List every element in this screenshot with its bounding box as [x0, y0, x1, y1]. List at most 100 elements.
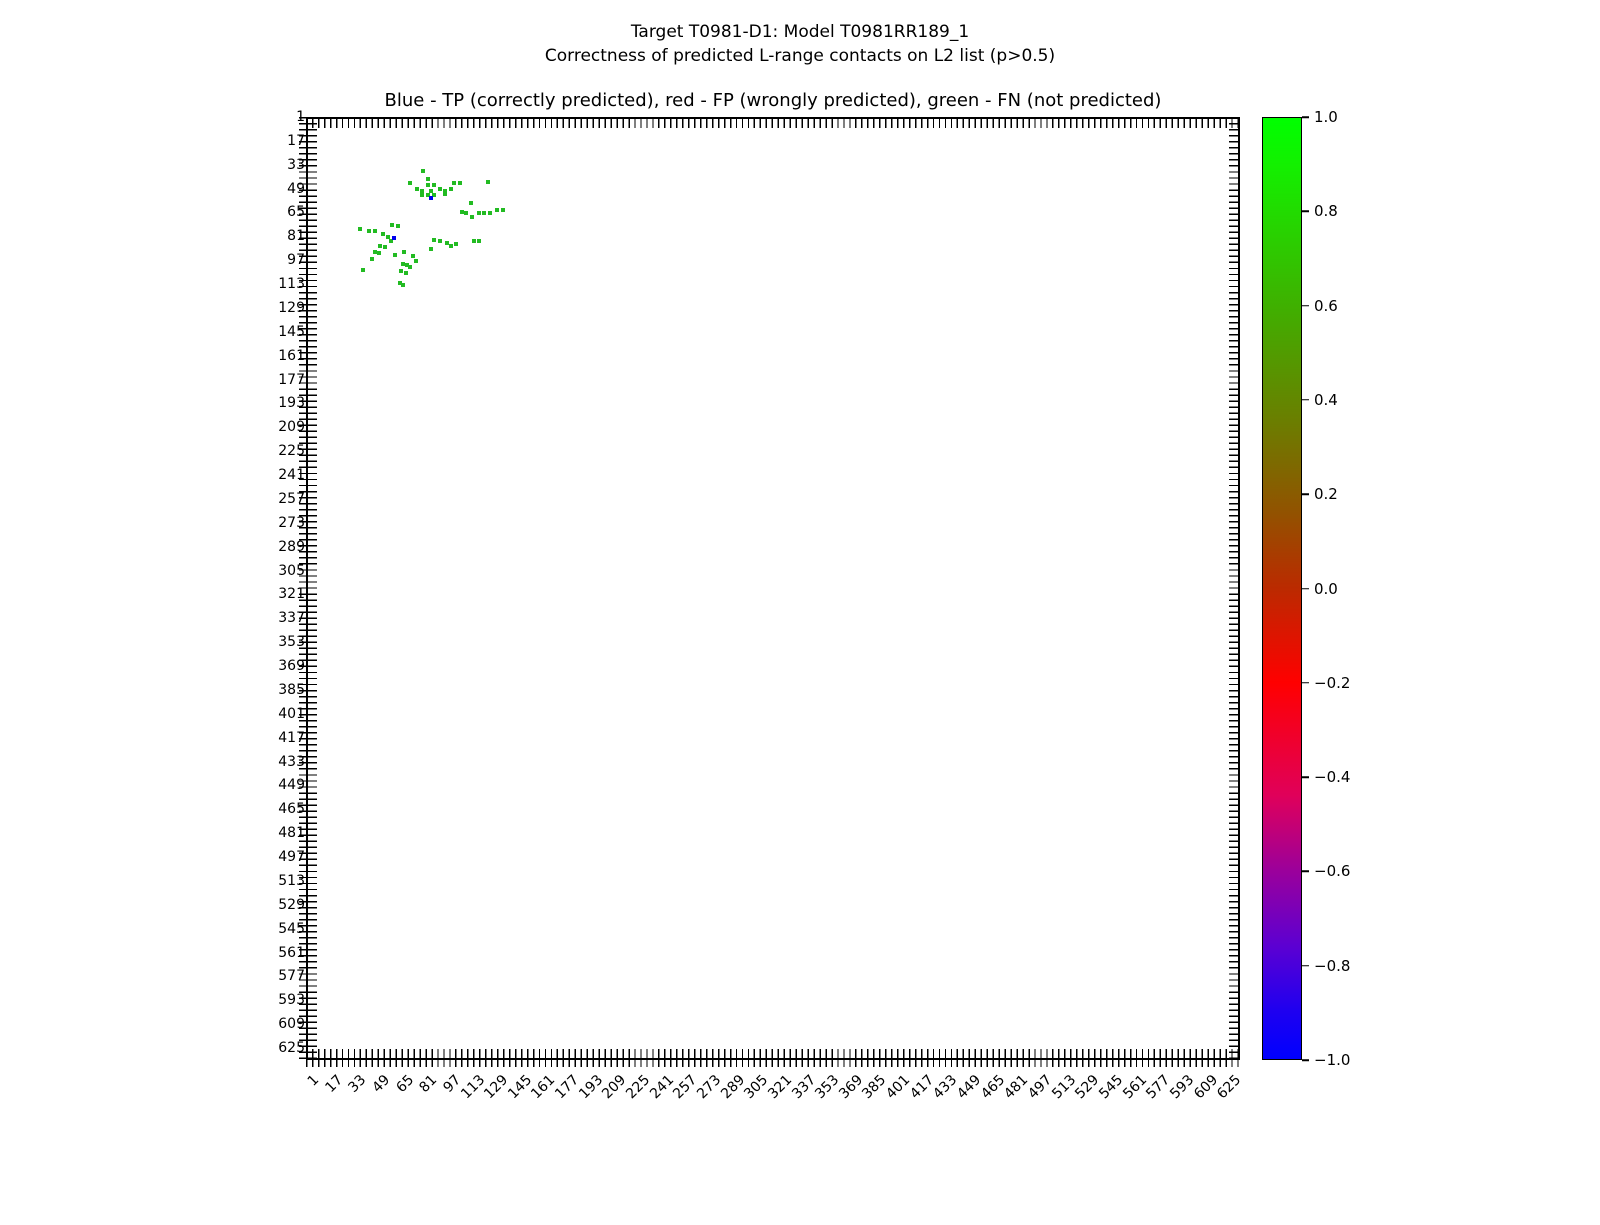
- colorbar-gradient: [1262, 117, 1302, 1060]
- y-tick-label: 577: [278, 968, 305, 985]
- colorbar-tick-mark: [1302, 776, 1309, 778]
- contact-point-fn: [390, 222, 395, 227]
- y-tick-label: 593: [278, 992, 305, 1009]
- contact-point-fn: [415, 187, 420, 192]
- colorbar-tick-label: 0.8: [1314, 202, 1338, 221]
- contact-point-fn: [405, 263, 410, 268]
- contact-point-fn: [443, 188, 448, 193]
- contact-point-fn: [449, 243, 454, 248]
- y-tick-label: 289: [278, 538, 305, 555]
- contact-point-fn: [464, 211, 469, 215]
- contact-map-plot[interactable]: [306, 117, 1240, 1060]
- y-tick-label: 145: [278, 323, 305, 340]
- y-tick-label: 81: [287, 228, 305, 245]
- contact-point-fn: [477, 211, 482, 215]
- y-tick-label: 353: [278, 634, 305, 651]
- figure-title-line2: Correctness of predicted L-range contact…: [544, 46, 1056, 66]
- contact-point-fn: [444, 240, 449, 245]
- contact-point-fn: [431, 182, 436, 187]
- contact-point-fn: [428, 246, 433, 251]
- colorbar-tick-mark: [1302, 964, 1309, 967]
- contact-point-fn: [407, 264, 412, 269]
- y-tick-label: 529: [278, 896, 305, 913]
- contact-point-fn: [378, 243, 383, 248]
- contact-point-fn: [425, 193, 430, 198]
- y-tick-label: 433: [278, 753, 305, 770]
- y-tick-label: 385: [278, 681, 305, 698]
- contact-point-fn: [372, 249, 377, 254]
- y-tick-label: 161: [278, 347, 305, 364]
- y-tick-label: 177: [278, 371, 305, 388]
- contact-point-fn: [419, 188, 424, 193]
- colorbar-tick-mark: [1302, 399, 1309, 401]
- y-tick-label: 561: [278, 944, 305, 961]
- y-tick-label: 513: [278, 872, 305, 889]
- contact-point-fn: [357, 227, 362, 232]
- y-tick-label: 209: [278, 419, 305, 436]
- y-tick-label: 97: [287, 252, 305, 269]
- colorbar-tick-mark: [1302, 870, 1309, 873]
- contact-point-fn: [487, 211, 492, 215]
- y-tick-label: 193: [278, 395, 305, 412]
- contact-point-fn: [425, 182, 430, 187]
- contact-point-fn: [397, 281, 402, 286]
- contact-point-fn: [388, 239, 393, 244]
- contact-point-fn: [393, 252, 398, 257]
- contact-point-fn: [369, 257, 374, 262]
- y-tick-label: 257: [278, 490, 305, 507]
- contact-point-fn: [459, 209, 464, 214]
- y-tick-label: 49: [287, 180, 305, 197]
- contact-point-fn: [400, 261, 405, 266]
- colorbar-tick-mark: [1302, 587, 1309, 590]
- contact-point-fn: [437, 187, 442, 192]
- contact-point-fn: [402, 249, 407, 254]
- contact-point-fn: [477, 239, 482, 244]
- contact-point-fn: [468, 200, 473, 205]
- y-tick-label: 609: [278, 1016, 305, 1033]
- colorbar-tick-label: −0.4: [1314, 768, 1351, 787]
- legend-description: Blue - TP (correctly predicted), red - F…: [384, 90, 1162, 111]
- figure-title-line1: Target T0981-D1: Model T0981RR189_1: [630, 22, 970, 42]
- contact-point-fn: [453, 242, 458, 247]
- colorbar-tick-mark: [1302, 304, 1309, 307]
- contact-point-fn: [437, 239, 442, 244]
- y-tick-label: 33: [287, 156, 305, 173]
- contact-point-fn: [501, 208, 506, 213]
- contact-point-fn: [425, 176, 430, 181]
- colorbar-tick-label: −0.6: [1314, 862, 1351, 881]
- y-tick-label: 305: [278, 562, 305, 579]
- contact-point-tp: [391, 236, 396, 241]
- y-tick-label: 337: [278, 610, 305, 627]
- contact-point-fn: [376, 251, 381, 256]
- contact-point-fn: [381, 231, 386, 236]
- colorbar-tick-label: −0.8: [1314, 956, 1351, 975]
- contact-point-fn: [431, 193, 436, 198]
- y-tick-label: 545: [278, 920, 305, 937]
- colorbar-tick-label: 1.0: [1314, 108, 1338, 126]
- contact-point-tp: [428, 196, 433, 201]
- contact-point-fn: [413, 258, 418, 263]
- contact-point-fn: [385, 234, 390, 239]
- contact-point-fn: [372, 228, 377, 233]
- y-tick-label: 417: [278, 729, 305, 746]
- contact-point-fn: [407, 181, 412, 186]
- colorbar-tick-label: 0.6: [1314, 296, 1338, 315]
- y-tick-label: 113: [278, 276, 305, 293]
- colorbar-tick-label: 0.0: [1314, 579, 1338, 598]
- contact-point-fn: [470, 215, 475, 220]
- contact-point-fn: [419, 193, 424, 198]
- contact-point-fn: [360, 267, 365, 272]
- y-tick-label: 241: [278, 467, 305, 484]
- axis-outer-ticks-bottom: [306, 1060, 1240, 1067]
- colorbar-tick-mark: [1302, 682, 1309, 684]
- contact-point-fn: [396, 224, 401, 229]
- contact-point-fn: [382, 245, 387, 250]
- colorbar[interactable]: 1.0 0.8 0.6 0.4 0.2 0.0 −0.2 −0.4 −0.6 −0.8 −1.0: [1262, 108, 1350, 1069]
- y-tick-label: 1: [296, 109, 305, 125]
- y-tick-label: 497: [278, 849, 305, 866]
- contact-point-fn: [481, 211, 486, 215]
- y-tick-label: 449: [278, 777, 305, 794]
- contact-point-fn: [458, 181, 463, 186]
- y-tick-label: 129: [278, 299, 305, 316]
- y-tick-label: 481: [278, 825, 305, 842]
